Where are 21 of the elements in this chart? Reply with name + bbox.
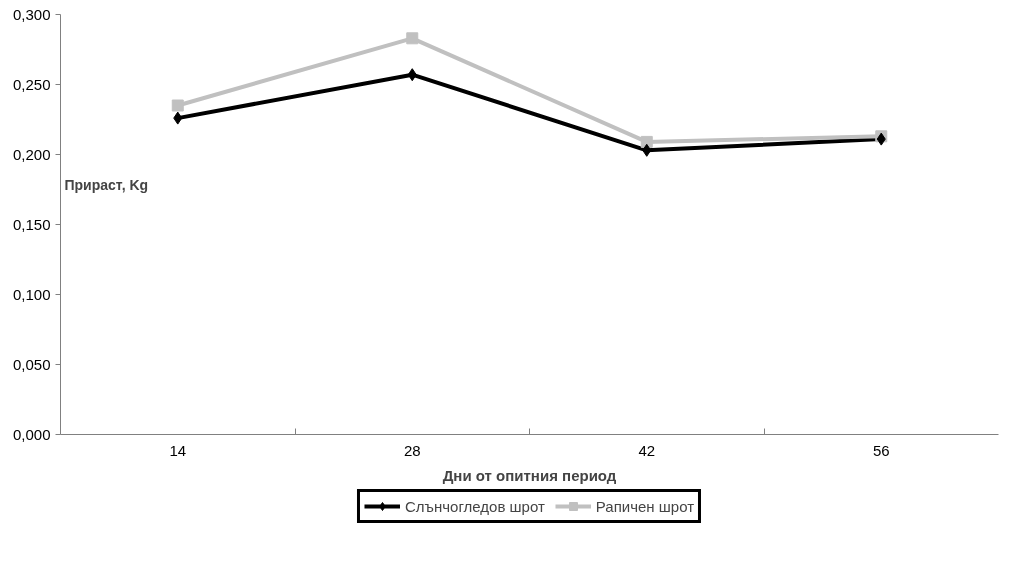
y-tick-label: 0,000 bbox=[12, 425, 51, 443]
point bbox=[640, 135, 653, 148]
legend-label: Слънчогледов шрот bbox=[404, 497, 545, 515]
point bbox=[407, 68, 417, 82]
y-axis-title: Прираст, Kg bbox=[64, 176, 149, 193]
x-tick-label: 14 bbox=[169, 441, 187, 459]
y-tick-label: 0,050 bbox=[12, 355, 51, 373]
x-tick-label: 28 bbox=[403, 441, 421, 459]
x-tick-label: 42 bbox=[638, 441, 656, 459]
y-tick-label: 0,300 bbox=[12, 5, 51, 23]
x-axis-title: Дни от опитния период bbox=[442, 466, 617, 484]
y-tick-label: 0,150 bbox=[12, 215, 51, 233]
point bbox=[173, 111, 183, 125]
point bbox=[642, 143, 652, 157]
y-tick-label: 0,200 bbox=[12, 145, 51, 163]
point bbox=[171, 99, 184, 112]
x-tick-label: 56 bbox=[872, 441, 890, 459]
point bbox=[406, 32, 419, 45]
legend-label: Рапичен шрот bbox=[595, 497, 695, 515]
y-tick-label: 0,250 bbox=[12, 75, 51, 93]
y-tick-label: 0,100 bbox=[12, 285, 51, 303]
